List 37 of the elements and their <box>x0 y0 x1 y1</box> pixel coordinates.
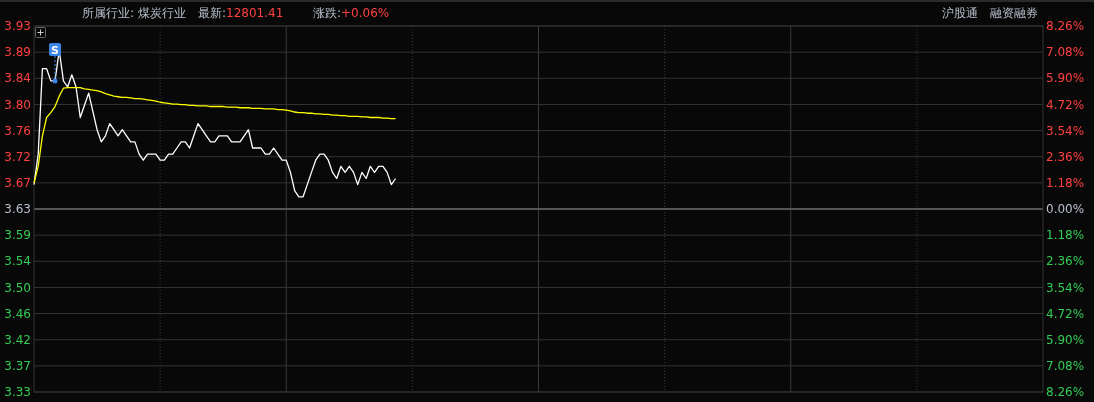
y2-tick-label: 7.08% <box>1046 359 1085 374</box>
y2-tick-label: 2.36% <box>1046 254 1085 269</box>
text: 最新:12801.41 <box>198 6 284 20</box>
y2-tick-label: 1.18% <box>1046 176 1085 191</box>
y2-tick-label: 3.54% <box>1046 123 1085 138</box>
y-tick-label: 3.42 <box>4 332 31 347</box>
y2-tick-label: 2.36% <box>1046 149 1085 164</box>
y-tick-label: 3.80 <box>4 97 31 112</box>
chart-title: 所属行业: 煤炭行业 <box>82 6 186 20</box>
y-tick-label: 3.89 <box>4 45 31 60</box>
text: 沪股通 <box>942 6 978 20</box>
y2-tick-label: 3.54% <box>1046 280 1085 295</box>
y2-tick-label: 0.00% <box>1046 202 1085 217</box>
y2-tick-label: 8.26% <box>1046 19 1085 34</box>
y-tick-label: 3.84 <box>4 71 31 86</box>
y-tick-label: 3.67 <box>4 176 31 191</box>
y2-tick-label: 4.72% <box>1046 97 1085 112</box>
y-tick-label: 3.72 <box>4 149 31 164</box>
y-tick-label: 3.59 <box>4 228 31 243</box>
text: 融资融券 <box>990 6 1038 20</box>
annotation: S <box>51 43 60 57</box>
y2-tick-label: 4.72% <box>1046 306 1085 321</box>
y-tick-label: 3.46 <box>4 306 31 321</box>
y2-tick-label: 8.26% <box>1046 385 1085 400</box>
y-tick-label: 3.93 <box>4 19 31 34</box>
y2-tick-label: 1.18% <box>1046 228 1085 243</box>
y2-tick-label: 5.90% <box>1046 71 1085 86</box>
y-tick-label: 3.33 <box>4 385 31 400</box>
y-tick-label: 3.50 <box>4 280 31 295</box>
y-tick-label: 3.76 <box>4 123 31 138</box>
y-tick-label: 3.37 <box>4 359 31 374</box>
y2-tick-label: 5.90% <box>1046 332 1085 347</box>
y-tick-label: 3.54 <box>4 254 31 269</box>
y2-tick-label: 7.08% <box>1046 45 1085 60</box>
y-tick-label: 3.63 <box>4 202 31 217</box>
line-series <box>33 86 397 184</box>
text: 涨跌:+0.06% <box>313 6 390 20</box>
